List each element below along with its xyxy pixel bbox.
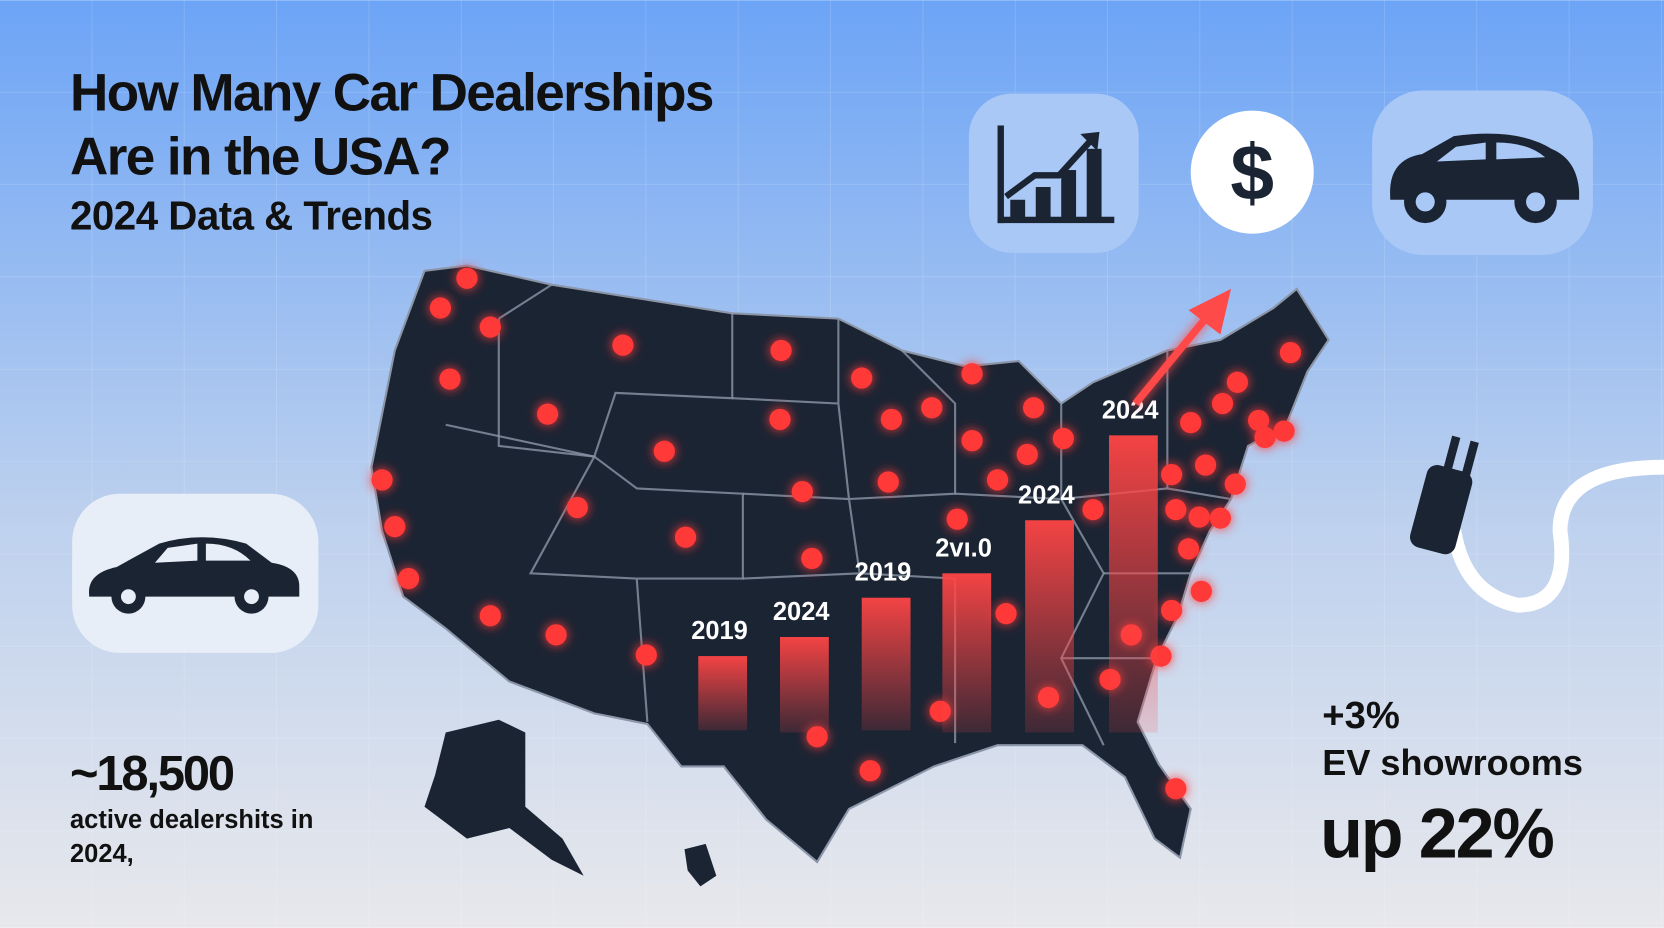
ev-growth: up 22% — [1320, 795, 1553, 873]
dealer-dot — [384, 516, 406, 538]
trend-bar — [942, 573, 992, 733]
dealer-dot — [1180, 412, 1202, 434]
dealer-dot — [961, 363, 983, 385]
dealer-dot — [1165, 778, 1187, 800]
dealer-dot — [921, 397, 943, 419]
dealer-dot — [769, 408, 791, 431]
ev-change: +3% — [1322, 694, 1399, 737]
dealer-dot — [995, 603, 1017, 625]
bar-label: 2019 — [855, 559, 912, 587]
dealer-dot — [1160, 599, 1183, 622]
dealer-dot — [1052, 427, 1074, 450]
dealer-dot — [946, 508, 968, 530]
dealer-dot — [653, 440, 675, 462]
sedan-icon — [89, 537, 300, 614]
dealer-dot — [1279, 341, 1302, 364]
bar-label: 2vı.0 — [935, 534, 992, 562]
dealer-dot — [880, 408, 903, 431]
dealer-dot — [770, 339, 792, 362]
dealer-dot — [536, 403, 559, 425]
trend-bar — [1025, 520, 1074, 733]
us-map — [370, 264, 1330, 887]
trend-bar — [780, 636, 829, 733]
chart-icon — [997, 125, 1115, 224]
dealer-dot — [1211, 392, 1234, 415]
trend-bar — [1108, 435, 1158, 733]
dealer-dot — [612, 334, 634, 356]
dealer-dot — [479, 316, 501, 338]
dealer-dot — [566, 496, 588, 519]
dealer-dot — [456, 267, 478, 289]
dealer-dot — [429, 297, 452, 319]
bar-label: 2024 — [1018, 481, 1075, 509]
dealer-dot — [1194, 454, 1217, 476]
trend-bars: 2019 2024 2019 2vı.0 2024 2024 — [691, 396, 1159, 733]
stat-caption: 2024, — [70, 840, 134, 868]
trend-bar — [698, 656, 748, 731]
dealer-dot — [397, 568, 420, 590]
dealer-dot — [1226, 371, 1248, 393]
subtitle: 2024 Data & Trends — [70, 192, 432, 238]
dealer-dot — [1082, 499, 1104, 521]
plug-icon — [1409, 435, 1664, 613]
trend-bar — [861, 597, 911, 731]
dealer-dot — [674, 526, 697, 548]
dealer-dot — [801, 547, 823, 570]
stat-value: ~18,500 — [70, 747, 234, 801]
dealer-dot — [859, 760, 881, 782]
dealer-dot — [1248, 409, 1270, 432]
dealer-dot — [1188, 506, 1210, 528]
stat-caption: active dealershits in — [70, 806, 313, 834]
dealer-dot — [851, 367, 873, 389]
dealer-dot — [545, 624, 567, 646]
title-line: How Many Car Dealerships — [70, 64, 713, 123]
dealer-dot — [1023, 397, 1045, 419]
dealer-dot — [439, 368, 461, 390]
dealer-dot — [1177, 538, 1200, 560]
dealer-dot — [1165, 499, 1187, 521]
dealer-dot — [479, 605, 501, 627]
icon-card — [1190, 110, 1314, 234]
title-line: Are in the USA? — [70, 127, 450, 186]
dealer-dot — [1016, 443, 1038, 466]
dealer-dots — [371, 267, 1302, 800]
ev-label: EV showrooms — [1322, 742, 1583, 783]
bar-label: 2019 — [691, 617, 748, 645]
dealer-dot — [961, 430, 983, 452]
dealer-dot — [1190, 580, 1212, 602]
car-icon — [1390, 133, 1580, 224]
dealer-dot — [1273, 420, 1295, 442]
dealer-dot — [1209, 507, 1232, 529]
bar-label: 2024 — [773, 598, 830, 626]
bar-label: 2024 — [1102, 396, 1159, 424]
dealer-dot — [1224, 473, 1246, 495]
dealer-dot — [1160, 464, 1183, 486]
dealer-dot — [371, 469, 393, 491]
dealer-dot — [877, 471, 899, 493]
dealer-dot — [1254, 426, 1276, 449]
dealer-dot — [791, 480, 813, 503]
dollar-icon: $ — [1230, 129, 1274, 217]
dealer-dot — [635, 644, 657, 666]
trend-arrow — [1132, 288, 1232, 406]
dealer-dot — [986, 469, 1009, 491]
